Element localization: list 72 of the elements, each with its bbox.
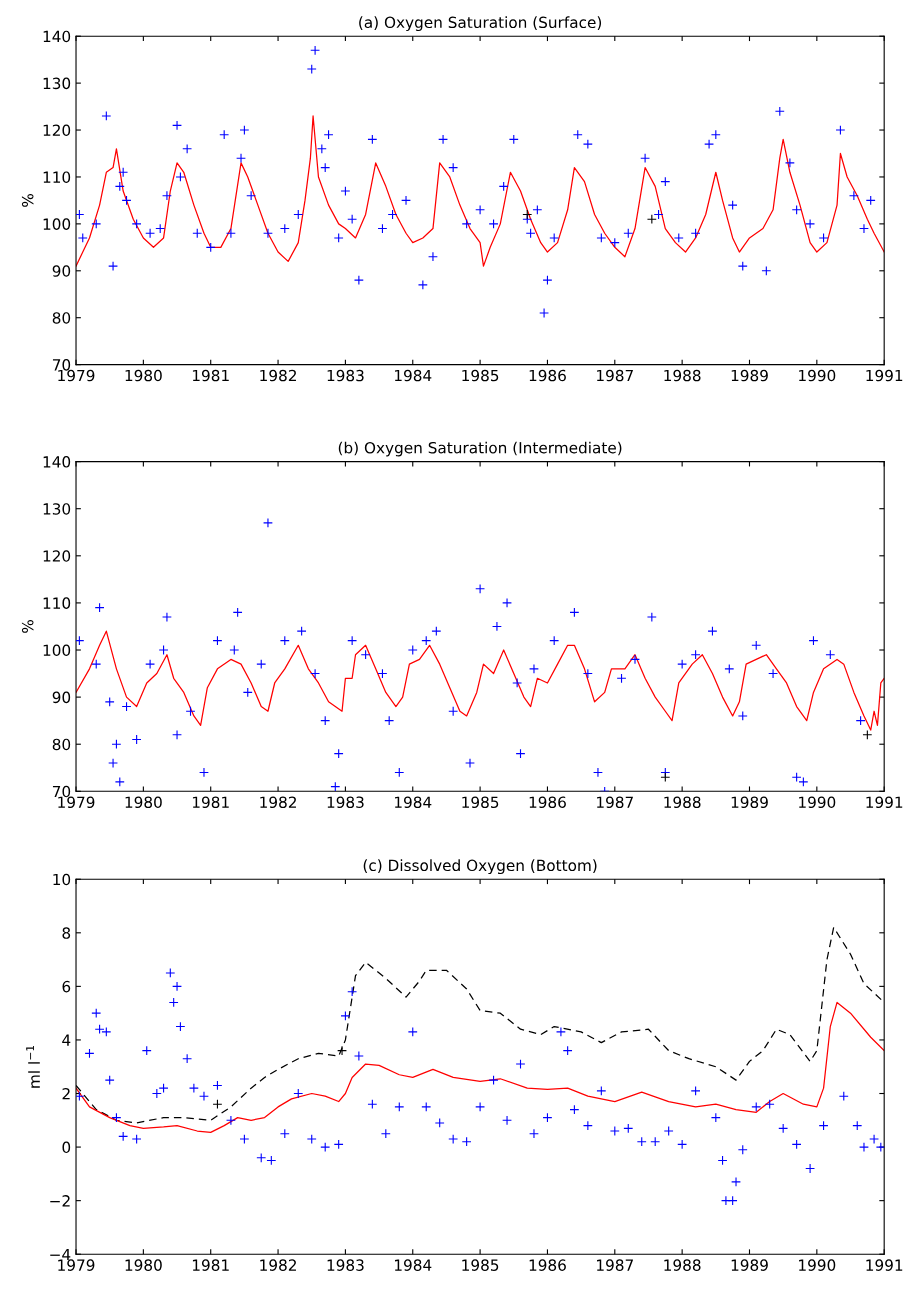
y-tick-label: 70 <box>52 359 71 371</box>
y-tick-label: 80 <box>52 312 71 324</box>
x-tick-label: 1979 <box>58 369 95 382</box>
y-tick-label: 4 <box>62 1034 71 1046</box>
x-tick-label: 1982 <box>260 796 296 808</box>
y-tick-label: 130 <box>43 503 71 515</box>
x-tick-label: 1979 <box>58 1259 95 1271</box>
x-tick-label: 1981 <box>192 369 229 382</box>
x-tick-label: 1991 <box>866 1259 903 1271</box>
chart-title: (c) Dissolved Oxygen (Bottom) <box>363 859 597 875</box>
x-tick-label: 1983 <box>327 369 364 382</box>
x-tick-label: 1990 <box>799 796 836 808</box>
x-tick-label: 1984 <box>394 796 432 808</box>
y-tick-label: 100 <box>43 644 71 657</box>
x-tick-label: 1981 <box>192 796 229 808</box>
x-tick-label: 1988 <box>664 1259 701 1271</box>
y-tick-label: 2 <box>62 1087 70 1100</box>
y-tick-label: 140 <box>43 30 71 43</box>
chart-title: (a) Oxygen Saturation (Surface) <box>359 16 602 32</box>
line-series <box>76 630 885 731</box>
x-tick-label: 1988 <box>664 796 701 808</box>
y-tick-label: 10 <box>53 873 71 886</box>
y-tick-label: 120 <box>43 124 71 137</box>
x-tick-label: 1980 <box>125 369 162 382</box>
line-series <box>76 1001 885 1133</box>
y-tick-label: 100 <box>43 218 71 230</box>
y-tick-label: 110 <box>43 171 71 183</box>
x-tick-label: 1989 <box>731 1259 768 1271</box>
y-axis-title: % <box>21 194 34 207</box>
y-tick-label: 110 <box>43 597 71 609</box>
chart-title: (b) Oxygen Saturation (Intermediate) <box>338 441 622 457</box>
y-tick-label: 0 <box>62 1141 71 1154</box>
x-tick-label: 1989 <box>731 796 768 808</box>
x-tick-label: 1988 <box>664 369 701 382</box>
x-tick-label: 1987 <box>597 1259 633 1271</box>
y-tick-label: −4 <box>50 1248 71 1261</box>
x-tick-label: 1987 <box>597 369 633 382</box>
y-tick-label: 8 <box>62 927 71 939</box>
line-series <box>76 115 885 267</box>
y-tick-label: 130 <box>43 77 71 90</box>
y-tick-label: 90 <box>52 265 71 277</box>
y-tick-label: 90 <box>52 691 71 704</box>
x-tick-label: 1983 <box>327 1259 364 1271</box>
y-tick-label: 6 <box>62 980 71 993</box>
x-tick-label: 1982 <box>260 1259 296 1271</box>
x-tick-label: 1985 <box>462 796 499 808</box>
x-tick-label: 1983 <box>327 796 364 808</box>
x-tick-label: 1990 <box>799 1259 836 1271</box>
y-axis-title: % <box>21 620 34 633</box>
x-tick-label: 1982 <box>260 369 296 382</box>
x-tick-label: 1984 <box>394 369 432 382</box>
x-tick-label: 1985 <box>462 369 499 382</box>
y-tick-label: 120 <box>43 550 71 562</box>
x-tick-label: 1991 <box>866 796 903 808</box>
y-tick-label: 80 <box>52 738 71 751</box>
y-axis-title: ml l$^{−1}$ <box>26 1045 40 1088</box>
x-tick-label: 1986 <box>529 369 566 382</box>
x-tick-label: 1986 <box>529 796 566 808</box>
y-tick-label: 70 <box>52 785 71 798</box>
x-tick-label: 1984 <box>394 1259 432 1271</box>
x-tick-label: 1979 <box>58 796 95 808</box>
x-tick-label: 1987 <box>597 796 633 808</box>
x-tick-label: 1981 <box>192 1259 229 1271</box>
x-tick-label: 1986 <box>529 1259 566 1271</box>
x-tick-label: 1991 <box>866 369 903 382</box>
x-tick-label: 1989 <box>731 369 768 382</box>
y-tick-label: −2 <box>50 1195 70 1207</box>
x-tick-label: 1990 <box>799 369 836 382</box>
x-tick-label: 1980 <box>125 1259 162 1271</box>
x-tick-label: 1985 <box>462 1259 499 1271</box>
y-tick-label: 140 <box>43 456 71 468</box>
x-tick-label: 1980 <box>125 796 162 808</box>
